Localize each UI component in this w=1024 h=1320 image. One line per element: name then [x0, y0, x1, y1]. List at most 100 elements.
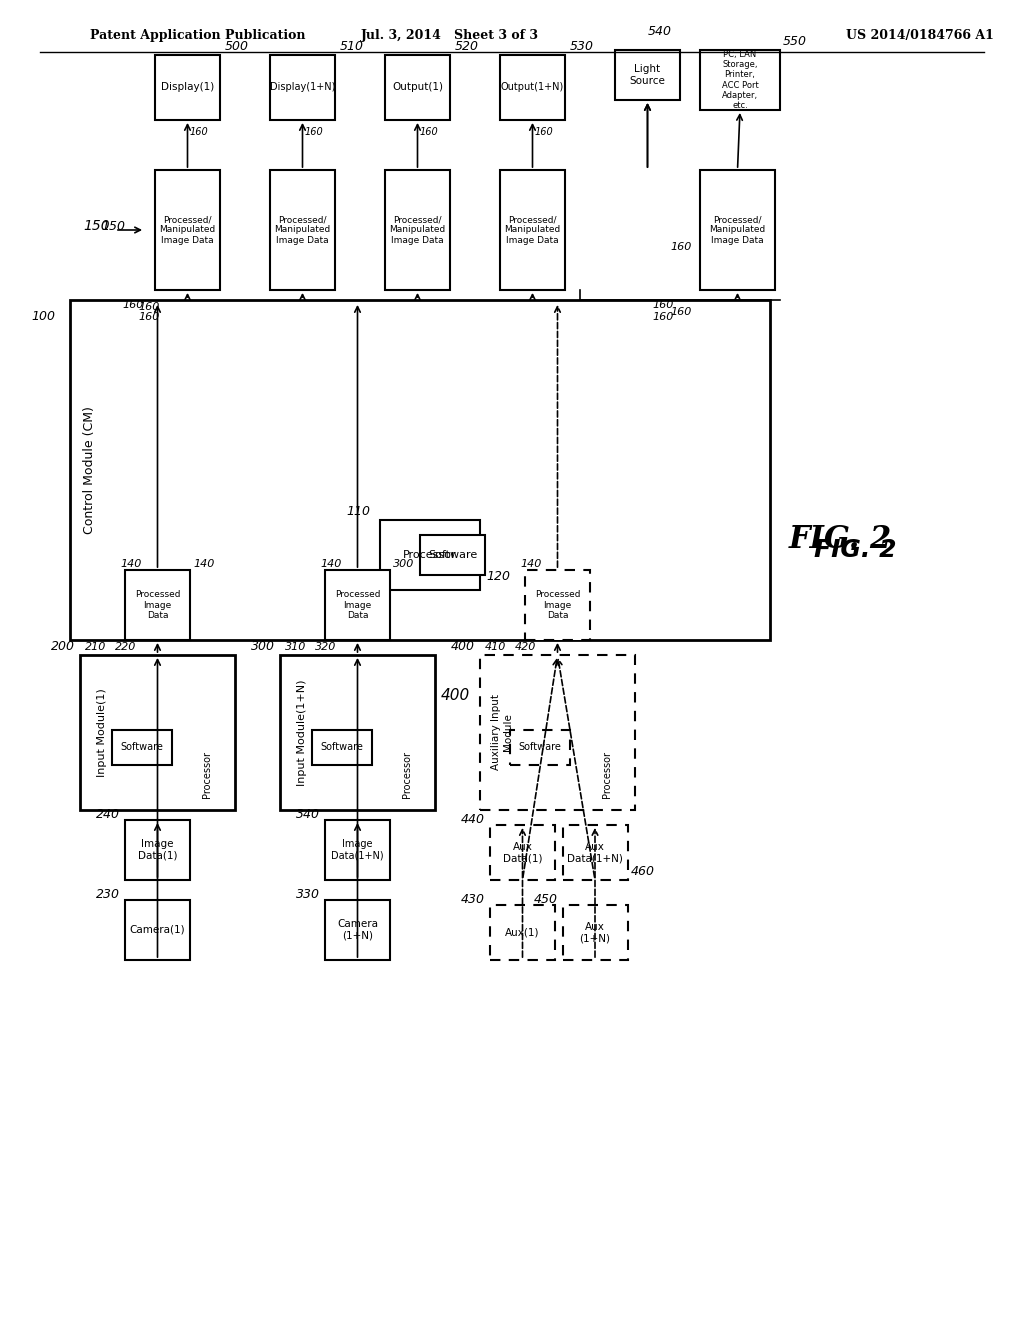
Text: 240: 240 [96, 808, 120, 821]
Text: 510: 510 [340, 40, 364, 53]
FancyBboxPatch shape [80, 655, 234, 810]
FancyBboxPatch shape [385, 55, 450, 120]
FancyBboxPatch shape [325, 820, 390, 880]
Text: Processed/
Manipulated
Image Data: Processed/ Manipulated Image Data [505, 215, 560, 246]
Text: 150: 150 [101, 220, 125, 234]
FancyBboxPatch shape [510, 730, 570, 766]
FancyBboxPatch shape [325, 900, 390, 960]
FancyBboxPatch shape [700, 170, 775, 290]
FancyBboxPatch shape [490, 825, 555, 880]
Text: 160: 160 [189, 127, 208, 137]
Text: Image
Data(1+N): Image Data(1+N) [331, 840, 384, 861]
FancyBboxPatch shape [562, 825, 628, 880]
Text: US 2014/0184766 A1: US 2014/0184766 A1 [846, 29, 994, 41]
Text: 540: 540 [647, 25, 672, 38]
Text: Auxiliary Input
Module: Auxiliary Input Module [492, 694, 513, 771]
Text: Software: Software [428, 550, 477, 560]
Text: Output(1): Output(1) [392, 82, 443, 92]
FancyBboxPatch shape [155, 170, 220, 290]
Text: 140: 140 [193, 558, 214, 569]
Text: 110: 110 [346, 506, 370, 517]
Text: 420: 420 [515, 642, 537, 652]
Text: 160: 160 [122, 300, 143, 310]
Text: Software: Software [121, 742, 164, 752]
Text: Display(1+N): Display(1+N) [269, 82, 335, 92]
Text: 400: 400 [440, 688, 470, 704]
FancyBboxPatch shape [480, 655, 635, 810]
Text: 160: 160 [652, 300, 674, 310]
Text: Processor: Processor [402, 751, 412, 799]
Text: Software: Software [518, 742, 561, 752]
FancyBboxPatch shape [70, 300, 770, 640]
Text: 160: 160 [670, 242, 691, 252]
Text: Processor: Processor [602, 751, 612, 799]
FancyBboxPatch shape [500, 170, 565, 290]
Text: PC, LAN
Storage,
Printer,
ACC Port
Adapter,
etc.: PC, LAN Storage, Printer, ACC Port Adapt… [722, 49, 759, 111]
Text: Input Module(1): Input Module(1) [97, 688, 106, 777]
FancyBboxPatch shape [125, 900, 190, 960]
Text: 300: 300 [251, 640, 275, 653]
FancyBboxPatch shape [270, 55, 335, 120]
FancyBboxPatch shape [125, 820, 190, 880]
Text: Processed/
Manipulated
Image Data: Processed/ Manipulated Image Data [710, 215, 766, 246]
Text: 500: 500 [225, 40, 249, 53]
Text: FIG. 2: FIG. 2 [814, 539, 896, 562]
Text: 230: 230 [96, 888, 120, 902]
Text: 300: 300 [393, 558, 415, 569]
Text: 460: 460 [631, 865, 654, 878]
FancyBboxPatch shape [385, 170, 450, 290]
Text: Processed/
Manipulated
Image Data: Processed/ Manipulated Image Data [274, 215, 331, 246]
Text: Software: Software [321, 742, 364, 752]
Text: Processed/
Manipulated
Image Data: Processed/ Manipulated Image Data [389, 215, 445, 246]
Text: 160: 160 [138, 302, 160, 312]
Text: 120: 120 [486, 570, 510, 583]
Text: 140: 140 [120, 558, 141, 569]
FancyBboxPatch shape [155, 55, 220, 120]
FancyBboxPatch shape [500, 55, 565, 120]
FancyBboxPatch shape [125, 570, 190, 640]
Text: Aux
(1+N): Aux (1+N) [580, 921, 610, 944]
Text: Control Module (CM): Control Module (CM) [84, 407, 96, 533]
Text: Camera
(1+N): Camera (1+N) [337, 919, 378, 941]
Text: 160: 160 [420, 127, 438, 137]
Text: Aux
Data(1+N): Aux Data(1+N) [567, 842, 623, 863]
Text: Patent Application Publication: Patent Application Publication [90, 29, 305, 41]
FancyBboxPatch shape [312, 730, 372, 766]
Text: 450: 450 [534, 894, 557, 906]
Text: Processed/
Manipulated
Image Data: Processed/ Manipulated Image Data [160, 215, 216, 246]
Text: 200: 200 [51, 640, 75, 653]
Text: 430: 430 [461, 894, 485, 906]
Text: 550: 550 [783, 36, 807, 48]
Text: 530: 530 [570, 40, 594, 53]
Text: Processed
Image
Data: Processed Image Data [135, 590, 180, 620]
Text: Processor: Processor [202, 751, 212, 799]
Text: 400: 400 [451, 640, 475, 653]
Text: 220: 220 [115, 642, 136, 652]
Text: 160: 160 [138, 312, 160, 322]
Text: Camera(1): Camera(1) [130, 925, 185, 935]
Text: 330: 330 [296, 888, 319, 902]
Text: 140: 140 [520, 558, 542, 569]
Text: Light
Source: Light Source [630, 65, 666, 86]
Text: Aux
Data(1): Aux Data(1) [503, 842, 543, 863]
FancyBboxPatch shape [270, 170, 335, 290]
Text: Aux(1): Aux(1) [505, 928, 540, 937]
FancyBboxPatch shape [615, 50, 680, 100]
Text: 440: 440 [461, 813, 485, 826]
Text: Input Module(1+N): Input Module(1+N) [297, 680, 307, 785]
Text: 340: 340 [296, 808, 319, 821]
FancyBboxPatch shape [380, 520, 480, 590]
Text: 160: 160 [652, 312, 674, 322]
Text: 160: 160 [304, 127, 324, 137]
Text: 160: 160 [670, 308, 691, 317]
Text: 160: 160 [535, 127, 553, 137]
FancyBboxPatch shape [280, 655, 435, 810]
Text: Jul. 3, 2014   Sheet 3 of 3: Jul. 3, 2014 Sheet 3 of 3 [361, 29, 539, 41]
Text: Output(1+N): Output(1+N) [501, 82, 564, 92]
Text: 100: 100 [31, 310, 55, 323]
Text: 210: 210 [85, 642, 106, 652]
Text: Processed
Image
Data: Processed Image Data [535, 590, 581, 620]
Text: FIG. 2: FIG. 2 [788, 524, 892, 556]
Text: 150: 150 [83, 219, 110, 234]
Text: 320: 320 [315, 642, 336, 652]
